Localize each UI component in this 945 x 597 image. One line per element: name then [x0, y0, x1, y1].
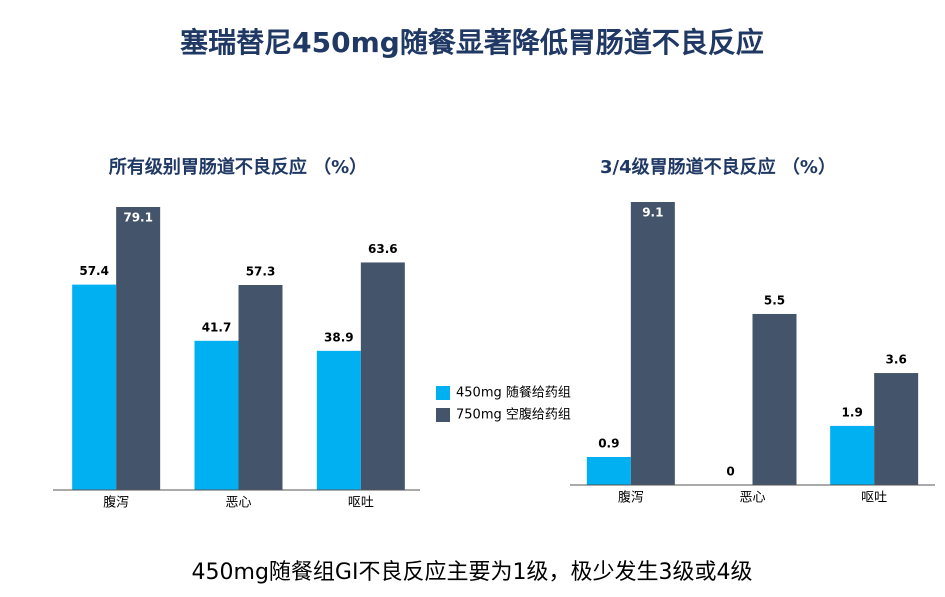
value-label: 63.6 — [368, 242, 398, 256]
x-tick-label: 腹泻 — [618, 490, 644, 506]
value-label: 57.3 — [246, 264, 276, 278]
value-label: 5.5 — [764, 293, 785, 307]
legend-swatch — [436, 408, 450, 422]
value-label: 9.1 — [642, 206, 663, 220]
legend-swatch — [436, 386, 450, 400]
bar — [72, 284, 117, 490]
legend-label: 450mg 随餐给药组 — [456, 385, 571, 401]
value-label: 38.9 — [324, 330, 354, 344]
bar — [316, 350, 361, 490]
footnote: 450mg随餐组GI不良反应主要为1级，极少发生3级或4级 — [192, 560, 753, 585]
value-label: 0.9 — [598, 437, 619, 451]
bar — [360, 262, 405, 490]
chart-title: 所有级别胃肠道不良反应 （%） — [109, 156, 367, 178]
value-label: 1.9 — [842, 405, 863, 419]
bar — [238, 284, 283, 490]
legend-label: 750mg 空腹给药组 — [456, 407, 571, 423]
bar — [586, 457, 631, 485]
x-tick-label: 腹泻 — [103, 495, 129, 511]
bar — [752, 313, 797, 485]
x-tick-label: 呕吐 — [861, 491, 887, 506]
x-tick-label: 恶心 — [739, 491, 765, 506]
value-label: 79.1 — [123, 211, 153, 225]
value-label: 3.6 — [886, 353, 907, 367]
bar — [116, 207, 161, 490]
value-label: 0 — [726, 465, 734, 479]
bar — [874, 373, 919, 485]
value-label: 41.7 — [202, 320, 232, 334]
bar — [194, 340, 239, 490]
slide-title: 塞瑞替尼450mg随餐显著降低胃肠道不良反应 — [180, 26, 764, 59]
value-label: 57.4 — [79, 264, 109, 278]
x-tick-label: 呕吐 — [348, 496, 374, 511]
chart-title: 3/4级胃肠道不良反应 （%） — [600, 156, 836, 178]
bar — [830, 425, 875, 485]
bar — [630, 202, 675, 485]
x-tick-label: 恶心 — [225, 496, 251, 511]
